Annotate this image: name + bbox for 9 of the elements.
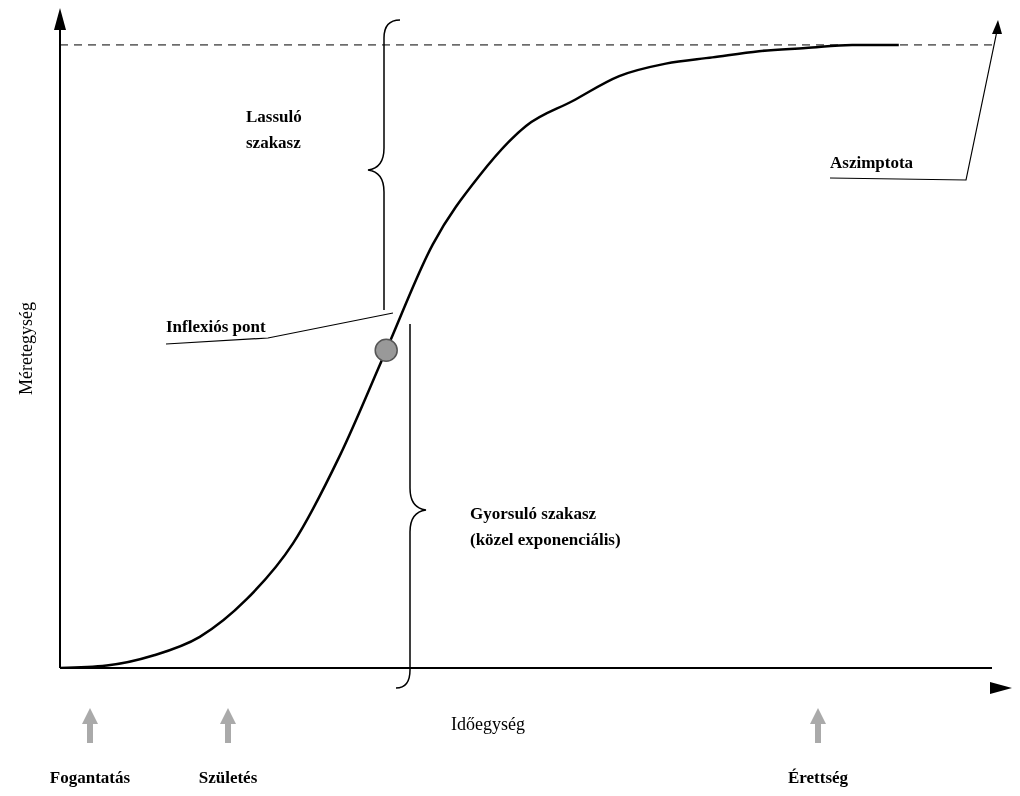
text: Fogantatás (49, 768, 131, 787)
text: Érettség (787, 768, 849, 787)
annotation: Lassuló szakasz (246, 107, 302, 152)
annotation: Gyorsuló szakasz (közel exponenciális) (470, 504, 621, 549)
x-axis-title: Időegység (450, 714, 526, 735)
text: Születés (198, 768, 258, 787)
ref-line-label: Aszimptota (830, 153, 914, 173)
y-axis-title: Méretegység (15, 301, 37, 397)
annotation: Inflexiós pont (166, 317, 266, 336)
